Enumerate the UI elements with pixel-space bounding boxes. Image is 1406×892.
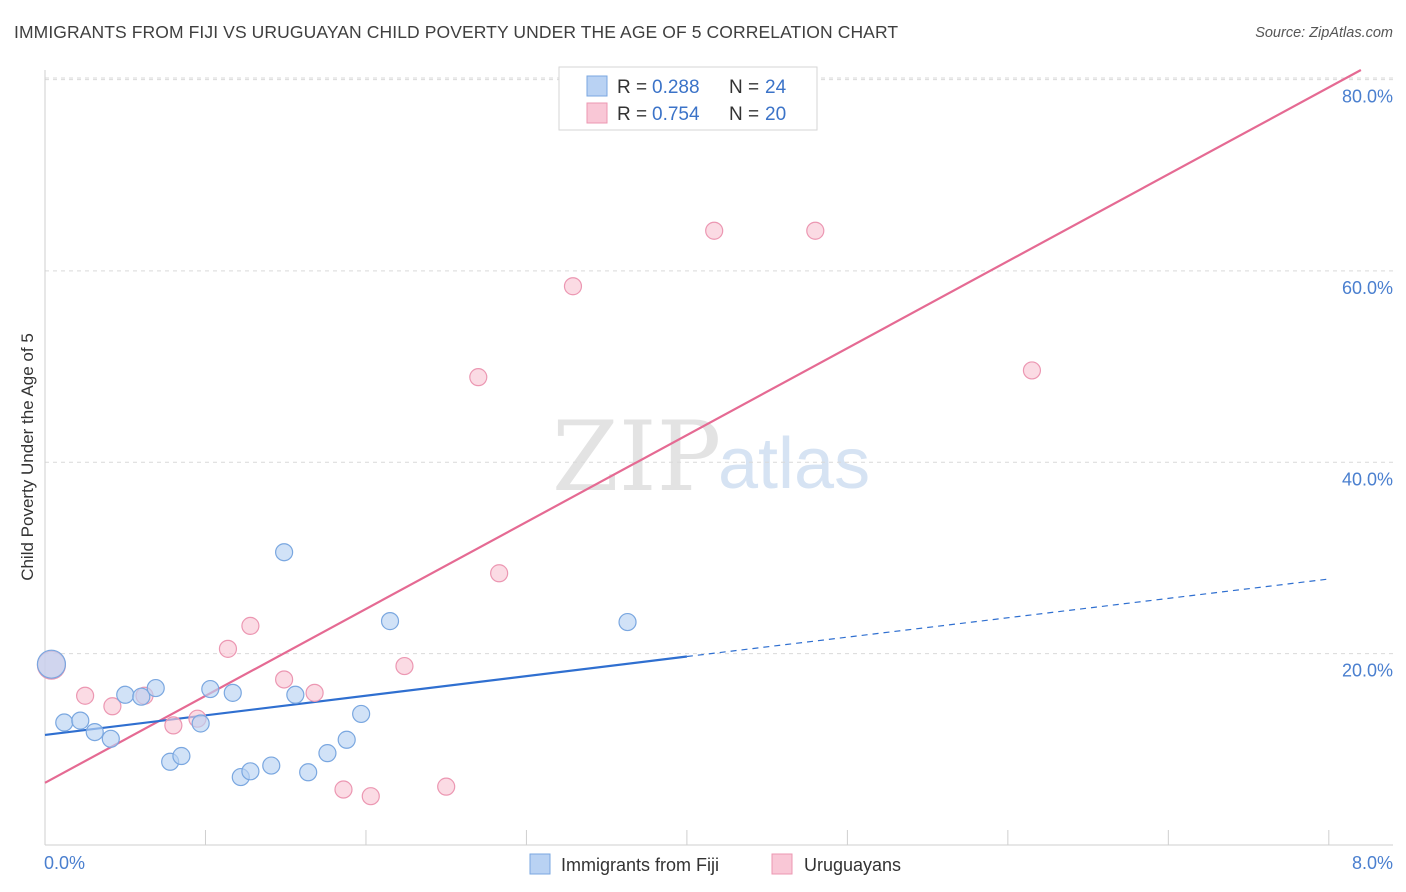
bottom-legend-swatch-fiji: [529, 853, 551, 875]
data-point-fiji: [116, 685, 135, 704]
watermark-zip: ZIP: [552, 401, 721, 513]
watermark-atlas: atlas: [718, 424, 870, 504]
data-point-fiji: [241, 762, 260, 781]
source-credit: Source: ZipAtlas.com: [1255, 25, 1393, 41]
gridlines: [45, 77, 1393, 655]
legend-n-label-uruguayans: N =: [729, 104, 759, 125]
data-point-fiji: [618, 612, 637, 632]
data-point-uruguayans: [305, 683, 324, 702]
data-point-uruguayans: [806, 221, 825, 240]
data-point-uruguayans: [334, 780, 353, 799]
data-point-uruguayans: [1022, 361, 1042, 380]
legend-swatch-uruguayans: [586, 102, 608, 124]
legend-swatch-fiji: [586, 75, 608, 97]
series-immigrants-from-fiji: [36, 543, 637, 787]
data-point-fiji: [191, 714, 210, 733]
bottom-legend-label-fiji: Immigrants from Fiji: [561, 855, 719, 875]
data-point-fiji: [380, 612, 400, 631]
x-tick-label-max: 8.0%: [1352, 853, 1393, 873]
data-point-fiji: [71, 711, 90, 730]
trendlines: [44, 69, 1362, 784]
data-point-uruguayans: [395, 656, 414, 676]
data-point-fiji: [146, 678, 165, 698]
data-point-fiji: [55, 713, 74, 732]
y-axis-label: Child Poverty Under the Age of 5: [18, 333, 37, 581]
watermark: ZIP atlas: [552, 401, 870, 513]
legend-r-label-fiji: R =: [617, 77, 647, 98]
x-ticks: [204, 830, 1330, 845]
data-point-uruguayans: [218, 639, 238, 658]
data-point-fiji: [172, 746, 191, 766]
data-point-fiji: [318, 744, 337, 763]
y-tick-label: 80.0%: [1342, 87, 1393, 107]
data-point-fiji: [262, 756, 281, 775]
data-point-fiji: [132, 687, 151, 706]
data-point-fiji: [337, 730, 356, 749]
chart-title: IMMIGRANTS FROM FIJI VS URUGUAYAN CHILD …: [14, 22, 899, 42]
legend-n-value-fiji: 24: [765, 77, 787, 98]
legend-r-label-uruguayans: R =: [617, 104, 647, 125]
data-point-uruguayans: [241, 616, 260, 635]
trendline-fiji-extrapolated: [686, 578, 1329, 658]
data-point-uruguayans: [76, 686, 95, 705]
y-tick-label: 20.0%: [1342, 661, 1393, 681]
y-tick-label: 60.0%: [1342, 278, 1393, 298]
data-point-fiji: [101, 729, 120, 748]
data-point-fiji: [286, 685, 305, 704]
bottom-legend-swatch-uruguayans: [771, 853, 793, 875]
legend-n-value-uruguayans: 20: [765, 104, 786, 125]
data-point-uruguayans: [164, 716, 183, 735]
data-point-uruguayans: [469, 368, 488, 387]
y-tick-labels: 20.0% 40.0% 60.0% 80.0%: [1342, 87, 1393, 681]
legend-r-value-fiji: 0.288: [652, 77, 700, 98]
y-tick-label: 40.0%: [1342, 469, 1393, 489]
bottom-legend: Immigrants from Fiji Uruguayans: [529, 853, 901, 875]
x-tick-label-min: 0.0%: [44, 853, 85, 873]
data-point-fiji: [85, 722, 104, 742]
data-point-fiji: [223, 683, 242, 702]
data-point-uruguayans: [563, 277, 583, 296]
legend-box: R = 0.288 N = 24 R = 0.754 N = 20: [558, 66, 818, 131]
trendline-uruguayans: [44, 69, 1362, 784]
data-point-uruguayans: [361, 787, 380, 806]
legend-r-value-uruguayans: 0.754: [652, 104, 700, 125]
data-point-uruguayans: [490, 564, 509, 583]
data-point-fiji: [201, 679, 220, 699]
data-point-fiji: [275, 543, 294, 562]
data-point-fiji: [352, 704, 371, 724]
data-point-fiji: [36, 649, 67, 679]
trendline-fiji: [44, 655, 688, 737]
data-point-fiji: [299, 763, 318, 782]
data-point-uruguayans: [705, 221, 724, 240]
data-point-uruguayans: [275, 670, 294, 689]
legend-n-label-fiji: N =: [729, 77, 759, 98]
bottom-legend-label-uruguayans: Uruguayans: [804, 855, 901, 875]
data-point-uruguayans: [437, 777, 456, 796]
data-point-uruguayans: [103, 697, 122, 716]
